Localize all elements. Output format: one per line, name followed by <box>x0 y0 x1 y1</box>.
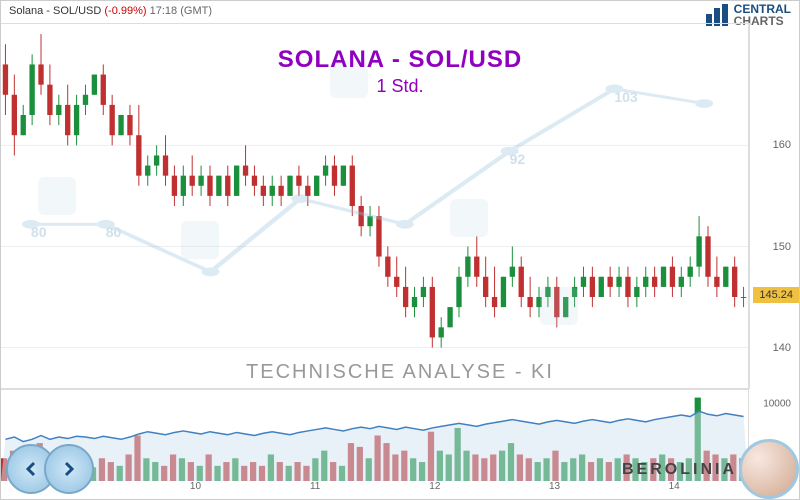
avatar[interactable] <box>739 439 799 499</box>
pair-label: Solana - SOL/USD <box>9 5 101 17</box>
brand-label: BEROLINIA <box>622 461 737 479</box>
y-axis: 140150160145.24 <box>749 23 799 389</box>
chart-title: SOLANA - SOL/USD 1 Std. <box>278 46 522 97</box>
current-price-tag: 145.24 <box>753 287 799 303</box>
title-main: SOLANA - SOL/USD <box>278 46 522 74</box>
analysis-label: TECHNISCHE ANALYSE - KI <box>246 361 554 384</box>
nav-buttons <box>6 444 94 494</box>
change-label: (-0.99%) <box>104 5 146 17</box>
time-label: 17:18 (GMT) <box>150 5 212 17</box>
next-button[interactable] <box>44 444 94 494</box>
title-sub: 1 Std. <box>278 76 522 97</box>
x-axis: 091011121314 <box>1 481 749 499</box>
